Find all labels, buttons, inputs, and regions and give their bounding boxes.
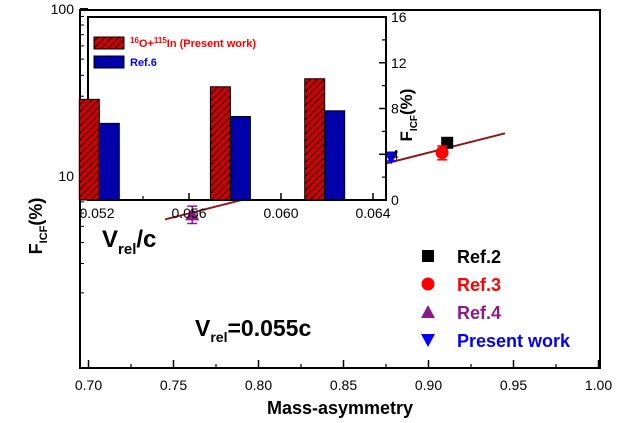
inset-x-tick-label: 0.060 [263, 205, 298, 221]
vrel-annotation: Vrel=0.055c [195, 315, 311, 345]
main-data-points [185, 136, 454, 225]
inset-y-tick-label: 4 [391, 146, 399, 162]
inset-y-tick-label: 8 [391, 101, 399, 117]
inset-y-tick-label: 12 [391, 55, 407, 71]
inset-y-tick-label: 16 [391, 9, 407, 25]
data-point-marker [185, 207, 200, 221]
inset-bar-ref6 [229, 116, 251, 201]
inset-x-tick-label: 0.056 [171, 205, 206, 221]
inset-bars [78, 78, 346, 201]
inset-bar-present-work [304, 78, 326, 201]
main-y-tick-label: 100 [51, 1, 75, 17]
inset-legend: 16O+115In (Present work) Ref.6 [93, 36, 256, 69]
inset-bar-ref6 [98, 122, 120, 201]
inset-legend-swatch-present-work [93, 36, 125, 50]
main-x-tick-label: 0.85 [330, 377, 357, 393]
inset-x-tick-label: 0.064 [355, 205, 390, 221]
main-y-tick-label: 10 [58, 168, 74, 184]
legend-label: Ref.2 [457, 247, 501, 267]
main-x-tick-label: 0.90 [415, 377, 442, 393]
data-point-marker [435, 146, 449, 160]
legend-marker [422, 250, 434, 262]
inset-bar-present-work [209, 86, 231, 201]
main-y-axis-title: FICF(%) [26, 198, 50, 255]
main-x-tick-label: 0.70 [75, 377, 102, 393]
main-x-tick-label: 1.00 [585, 377, 612, 393]
main-axis-ticks: 0.70 0.75 0.80 0.85 0.90 0.95 1.00 10 100 [51, 1, 613, 393]
main-x-tick-label: 0.95 [500, 377, 527, 393]
main-x-tick-label: 0.75 [160, 377, 187, 393]
inset-x-axis-title: Vrel/c [102, 226, 156, 258]
legend-label: Ref.4 [457, 303, 501, 323]
main-legend: Ref.2 Ref.3 Ref.4 Present work [421, 247, 571, 351]
legend-marker [421, 277, 435, 291]
legend-label: Ref.3 [457, 275, 501, 295]
inset-x-tick-label: 0.052 [79, 205, 114, 221]
inset-y-axis-title: FICF(%) [397, 89, 420, 142]
legend-marker [421, 334, 435, 347]
inset-legend-label-ref6: Ref.6 [130, 57, 157, 69]
inset-y-tick-label: 0 [391, 192, 399, 208]
main-x-axis-title: Mass-asymmetry [267, 398, 413, 418]
main-x-tick-label: 0.80 [245, 377, 272, 393]
inset-legend-swatch-ref6 [93, 55, 125, 69]
inset-bar-ref6 [324, 110, 346, 201]
inset-bar-present-work [78, 98, 100, 201]
inset-legend-label-present-work: 16O+115In (Present work) [130, 36, 256, 50]
data-point-marker [384, 151, 399, 165]
legend-marker [421, 305, 435, 318]
legend-label: Present work [457, 331, 571, 351]
